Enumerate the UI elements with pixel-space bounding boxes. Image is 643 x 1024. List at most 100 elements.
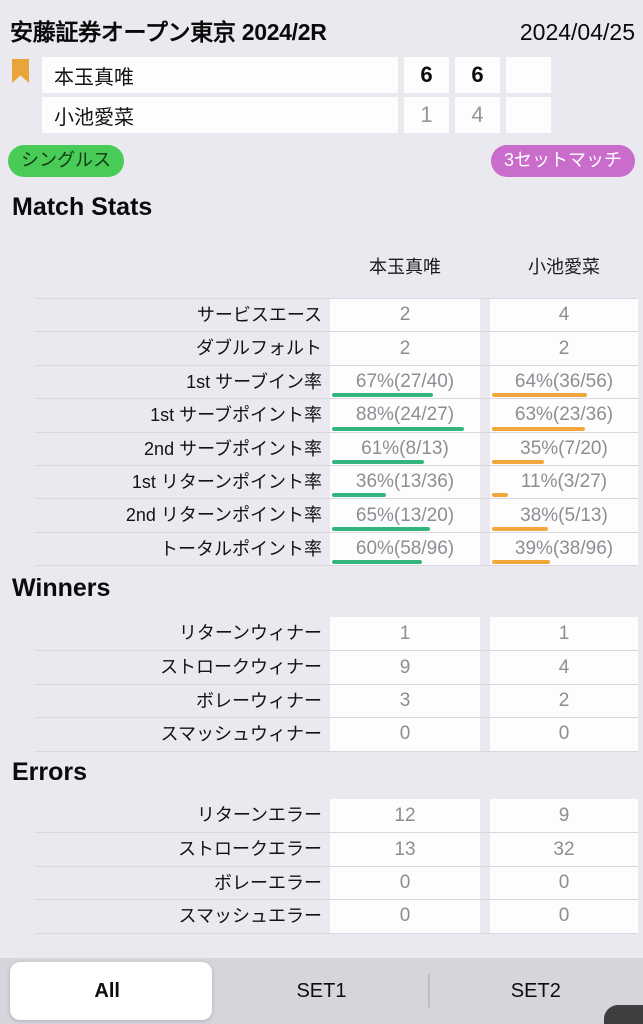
stat-label: 1st リターンポイント率	[131, 471, 322, 492]
bookmark-icon[interactable]	[12, 59, 29, 88]
player1-name: 本玉真唯	[42, 57, 398, 93]
column-header-player2: 小池愛菜	[528, 257, 600, 277]
match-format-badge: 3セットマッチ	[490, 145, 635, 177]
stat-value-p1: 88%(24/27)	[330, 399, 480, 432]
stat-value-p2: 4	[490, 299, 638, 332]
stat-value-p2: 2	[490, 684, 638, 718]
winners-table: リターンウィナー 1 1 ストロークウィナー 9 4 ボレーウィナー 3 2 ス…	[35, 617, 638, 752]
stat-row: 2nd リターンポイント率 65%(13/20) 38%(5/13)	[35, 498, 638, 532]
bookmark-slot	[12, 57, 42, 93]
stat-value-p1: 67%(27/40)	[330, 365, 480, 399]
stat-label: ストロークエラー	[178, 839, 322, 860]
p1-percent-bar	[332, 493, 386, 498]
stat-value-p1: 36%(13/36)	[330, 465, 480, 499]
stat-value-p1: 0	[330, 866, 480, 900]
stat-label: スマッシュエラー	[178, 906, 322, 927]
stat-value-p2: 4	[490, 651, 638, 684]
match-stats-heading: Match Stats	[12, 193, 153, 221]
stat-value-p1: 12	[330, 799, 480, 833]
player2-set1-score: 1	[404, 97, 449, 133]
stat-row: サービスエース 2 4	[35, 298, 638, 332]
p1-percent-bar	[332, 560, 422, 565]
stat-row: ストロークウィナー 9 4	[35, 650, 638, 684]
stat-value-p1: 65%(13/20)	[330, 499, 480, 532]
stat-row: ストロークエラー 13 32	[35, 832, 638, 866]
corner-action-button[interactable]	[604, 1005, 643, 1024]
p1-percent-bar	[332, 426, 464, 431]
scoreboard: 本玉真唯 6 6 小池愛菜 1 4	[0, 57, 643, 137]
stat-row: ボレーウィナー 3 2	[35, 683, 638, 718]
stat-value-p2: 39%(38/96)	[490, 532, 638, 566]
winners-heading: Winners	[12, 574, 111, 602]
stat-value-p2: 1	[490, 617, 638, 651]
stat-value-p2: 0	[490, 866, 638, 900]
stat-value-p2: 32	[490, 833, 638, 866]
stat-label: ボレーウィナー	[196, 690, 322, 711]
p2-percent-bar	[492, 526, 549, 531]
stat-row: 1st サーブイン率 67%(27/40) 64%(36/56)	[35, 364, 638, 399]
stat-value-p1: 3	[330, 684, 480, 718]
column-header-player1: 本玉真唯	[369, 257, 441, 277]
p2-percent-bar	[492, 459, 544, 464]
set-filter-tabbar: All SET1 SET2	[0, 958, 643, 1024]
stat-value-p1: 13	[330, 833, 480, 866]
score-row-player2: 小池愛菜 1 4	[0, 97, 643, 133]
stat-label: 1st サーブポイント率	[150, 405, 322, 426]
bookmark-slot-empty	[12, 97, 42, 133]
stat-value-p1: 2	[330, 299, 480, 332]
stat-value-p1: 60%(58/96)	[330, 532, 480, 566]
player1-set1-score: 6	[404, 57, 449, 93]
p1-percent-bar	[332, 526, 430, 531]
stat-label: リターンエラー	[196, 805, 322, 825]
stat-row: 2nd サーブポイント率 61%(8/13) 35%(7/20)	[35, 431, 638, 465]
stat-label: 2nd リターンポイント率	[125, 505, 322, 526]
stat-row: ダブルフォルト 2 2	[35, 331, 638, 365]
errors-heading: Errors	[12, 758, 88, 786]
stat-label: 2nd サーブポイント率	[144, 438, 322, 459]
header: 安藤証券オープン東京 2024/2R 2024/04/25	[10, 13, 635, 47]
stat-row: スマッシュウィナー 0 0	[35, 717, 638, 751]
stat-row: ボレーエラー 0 0	[35, 865, 638, 900]
tab-divider	[428, 974, 430, 1008]
badges-row: シングルス 3セットマッチ	[8, 145, 635, 177]
stat-value-p2: 38%(5/13)	[490, 499, 638, 532]
stat-value-p1: 9	[330, 651, 480, 684]
stat-value-p1: 2	[330, 332, 480, 365]
stat-row: スマッシュエラー 0 0	[35, 899, 638, 933]
match-stats-table: サービスエース 2 4 ダブルフォルト 2 2 1st サーブイン率 67%(2…	[35, 298, 638, 567]
stat-label: ボレーエラー	[214, 872, 322, 893]
stat-value-p1: 0	[330, 718, 480, 751]
match-date: 2024/04/25	[519, 19, 635, 45]
stat-value-p2: 0	[490, 718, 638, 751]
stat-row: リターンエラー 12 9	[35, 799, 638, 833]
stat-value-p2: 9	[490, 799, 638, 833]
stat-row: トータルポイント率 60%(58/96) 39%(38/96)	[35, 531, 638, 566]
p2-percent-bar	[492, 493, 509, 498]
p1-percent-bar	[332, 459, 424, 464]
p2-percent-bar	[492, 560, 550, 565]
tab-all[interactable]: All	[0, 958, 214, 1024]
stat-row: 1st リターンポイント率 36%(13/36) 11%(3/27)	[35, 464, 638, 499]
tournament-title: 安藤証券オープン東京 2024/2R	[10, 19, 327, 45]
stat-label: ダブルフォルト	[196, 338, 322, 359]
stat-value-p2: 63%(23/36)	[490, 399, 638, 432]
stat-value-p2: 2	[490, 332, 638, 365]
player2-set3-score	[506, 97, 551, 133]
p2-percent-bar	[492, 393, 587, 398]
stat-value-p1: 0	[330, 900, 480, 933]
stat-value-p1: 61%(8/13)	[330, 432, 480, 465]
stat-value-p2: 11%(3/27)	[490, 465, 638, 499]
tab-set2[interactable]: SET2	[510, 979, 561, 1002]
errors-table: リターンエラー 12 9 ストロークエラー 13 32 ボレーエラー 0 0 ス…	[35, 799, 638, 934]
stat-label: トータルポイント率	[160, 538, 322, 559]
active-tab-pill	[10, 962, 213, 1020]
stat-row: 1st サーブポイント率 88%(24/27) 63%(23/36)	[35, 398, 638, 432]
singles-badge: シングルス	[8, 145, 124, 177]
stat-label: 1st サーブイン率	[186, 371, 322, 392]
tab-set1[interactable]: SET1	[296, 979, 347, 1002]
stat-label: サービスエース	[196, 305, 322, 325]
stat-value-p1: 1	[330, 617, 480, 651]
stat-value-p2: 35%(7/20)	[490, 432, 638, 465]
stat-value-p2: 64%(36/56)	[490, 365, 638, 399]
